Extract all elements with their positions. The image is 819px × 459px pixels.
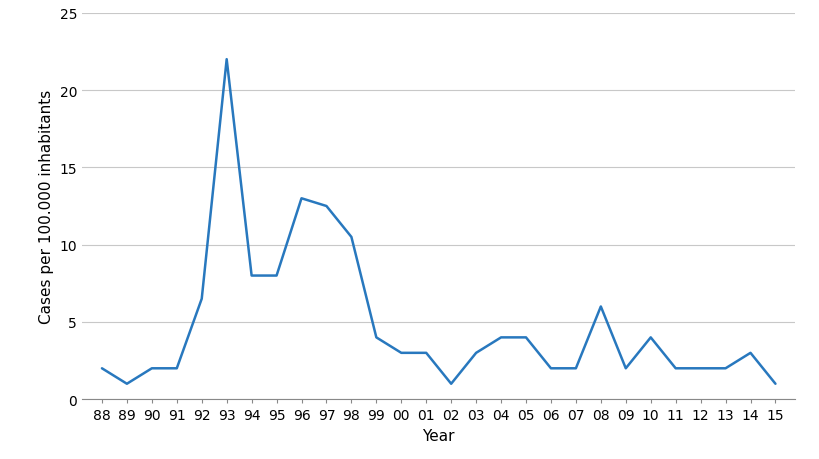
X-axis label: Year: Year bbox=[422, 428, 455, 443]
Y-axis label: Cases per 100.000 inhabitants: Cases per 100.000 inhabitants bbox=[39, 90, 54, 324]
